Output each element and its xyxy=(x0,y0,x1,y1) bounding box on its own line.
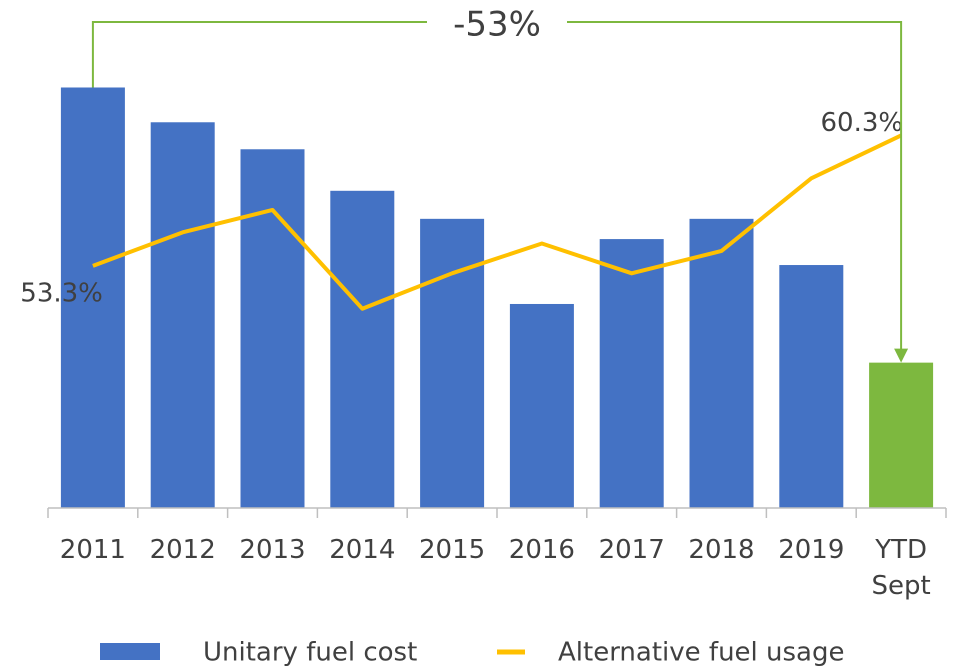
x-tick-label: YTD Sept xyxy=(871,535,931,601)
x-tick-label: 2011 xyxy=(59,535,126,565)
x-tick-label: 2018 xyxy=(688,535,755,565)
x-tick-label: 2019 xyxy=(778,535,845,565)
data-label: 60.3% xyxy=(820,108,903,138)
x-tick-label: 2014 xyxy=(329,535,396,565)
x-tick-label: 2013 xyxy=(239,535,306,565)
bar xyxy=(779,265,844,508)
x-tick-label: 2015 xyxy=(419,535,486,565)
annotation-text: -53% xyxy=(453,5,541,45)
bar xyxy=(599,239,664,508)
legend-label: Alternative fuel usage xyxy=(558,638,844,668)
line xyxy=(92,133,902,311)
bar xyxy=(509,303,574,508)
data-label: 53.3% xyxy=(20,278,103,308)
bar xyxy=(150,122,215,508)
x-tick-label: 2016 xyxy=(508,535,575,565)
bar xyxy=(60,87,125,508)
bar xyxy=(869,362,934,508)
legend-swatch xyxy=(100,643,160,660)
legend-label: Unitary fuel cost xyxy=(203,638,417,668)
annotation-bg xyxy=(427,4,567,40)
bar xyxy=(689,218,754,508)
x-tick-label: 2012 xyxy=(149,535,216,565)
bar xyxy=(420,218,485,508)
x-tick-label: 2017 xyxy=(598,535,665,565)
annotation-arrow xyxy=(894,348,909,363)
bar xyxy=(240,149,305,509)
bar xyxy=(330,190,395,509)
